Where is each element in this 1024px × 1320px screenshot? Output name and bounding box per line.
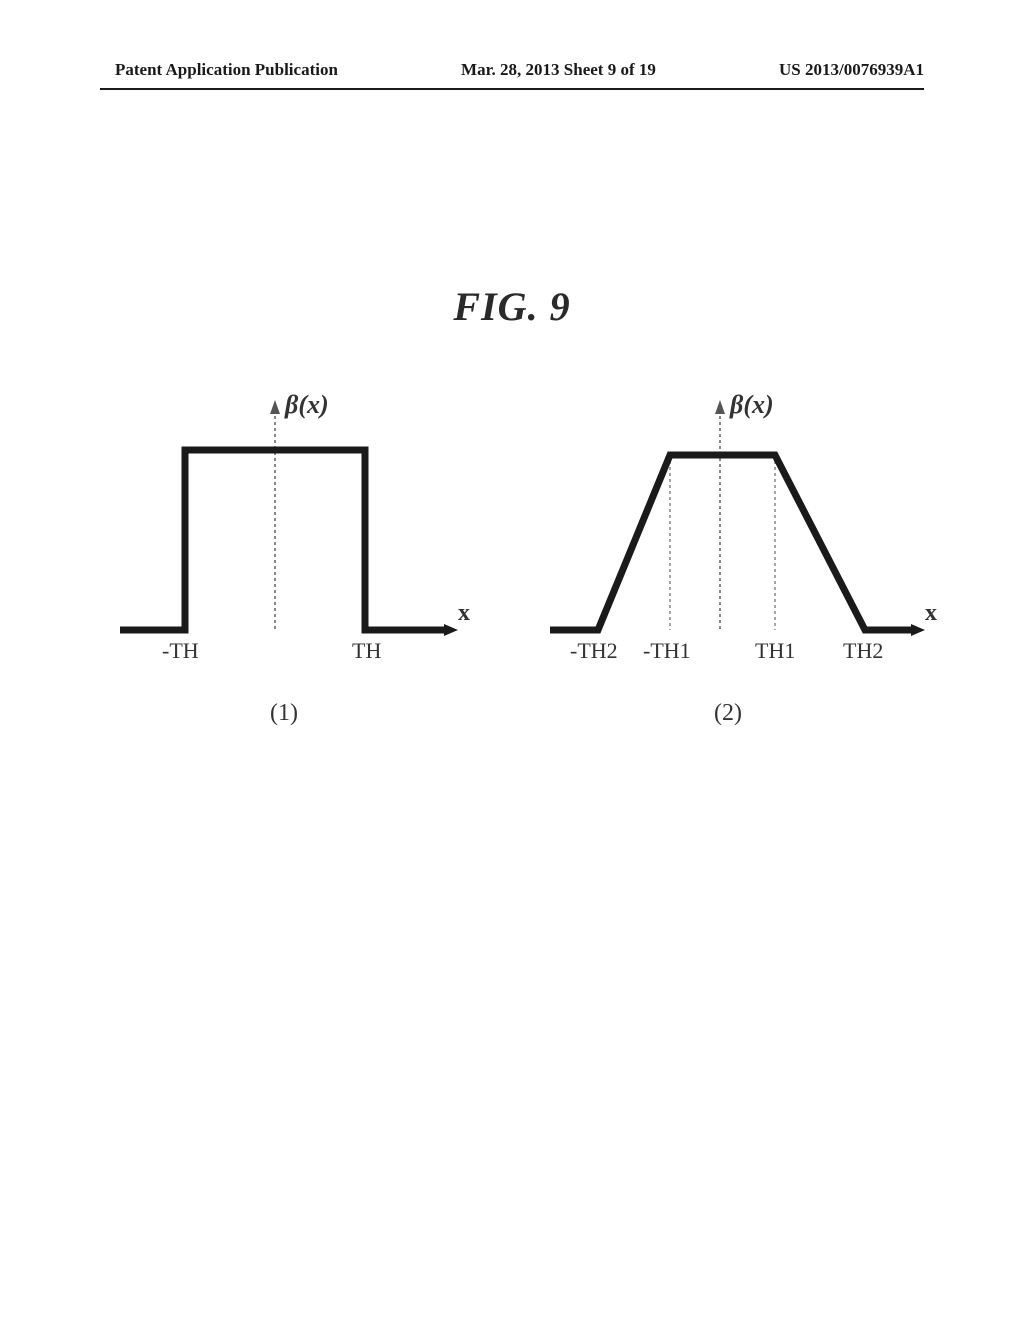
chart-2-sub-label: (2)	[714, 700, 742, 727]
figure-title: FIG. 9	[453, 283, 570, 330]
chart-1-x-label: x	[458, 600, 470, 627]
page-header: Patent Application Publication Mar. 28, …	[0, 60, 1024, 80]
chart-1-y-label: β(x)	[285, 390, 329, 420]
chart-1-sub-label: (1)	[270, 700, 298, 727]
chart-1-x-arrow	[444, 624, 458, 636]
header-right: US 2013/0076939A1	[779, 60, 924, 80]
chart-2-x-arrow	[911, 624, 925, 636]
chart-2-tick-neg2: -TH2	[570, 638, 618, 664]
chart-1-line	[120, 450, 445, 630]
chart-2-tick-pos1: TH1	[755, 638, 795, 664]
chart-1: β(x) x -TH TH	[100, 380, 480, 710]
chart-2: β(x) x -TH2 -TH1 TH1 TH2	[530, 380, 950, 710]
chart-2-tick-neg1: -TH1	[643, 638, 691, 664]
header-center: Mar. 28, 2013 Sheet 9 of 19	[461, 60, 656, 80]
chart-1-tick-pos: TH	[352, 638, 381, 664]
header-left: Patent Application Publication	[115, 60, 338, 80]
chart-2-x-label: x	[925, 600, 937, 627]
chart-1-y-arrow	[270, 400, 280, 414]
chart-2-tick-pos2: TH2	[843, 638, 883, 664]
chart-1-tick-neg: -TH	[162, 638, 199, 664]
chart-2-line	[550, 455, 912, 630]
chart-2-y-label: β(x)	[730, 390, 774, 420]
header-rule	[100, 88, 924, 90]
chart-2-y-arrow	[715, 400, 725, 414]
chart-1-svg	[100, 380, 480, 710]
